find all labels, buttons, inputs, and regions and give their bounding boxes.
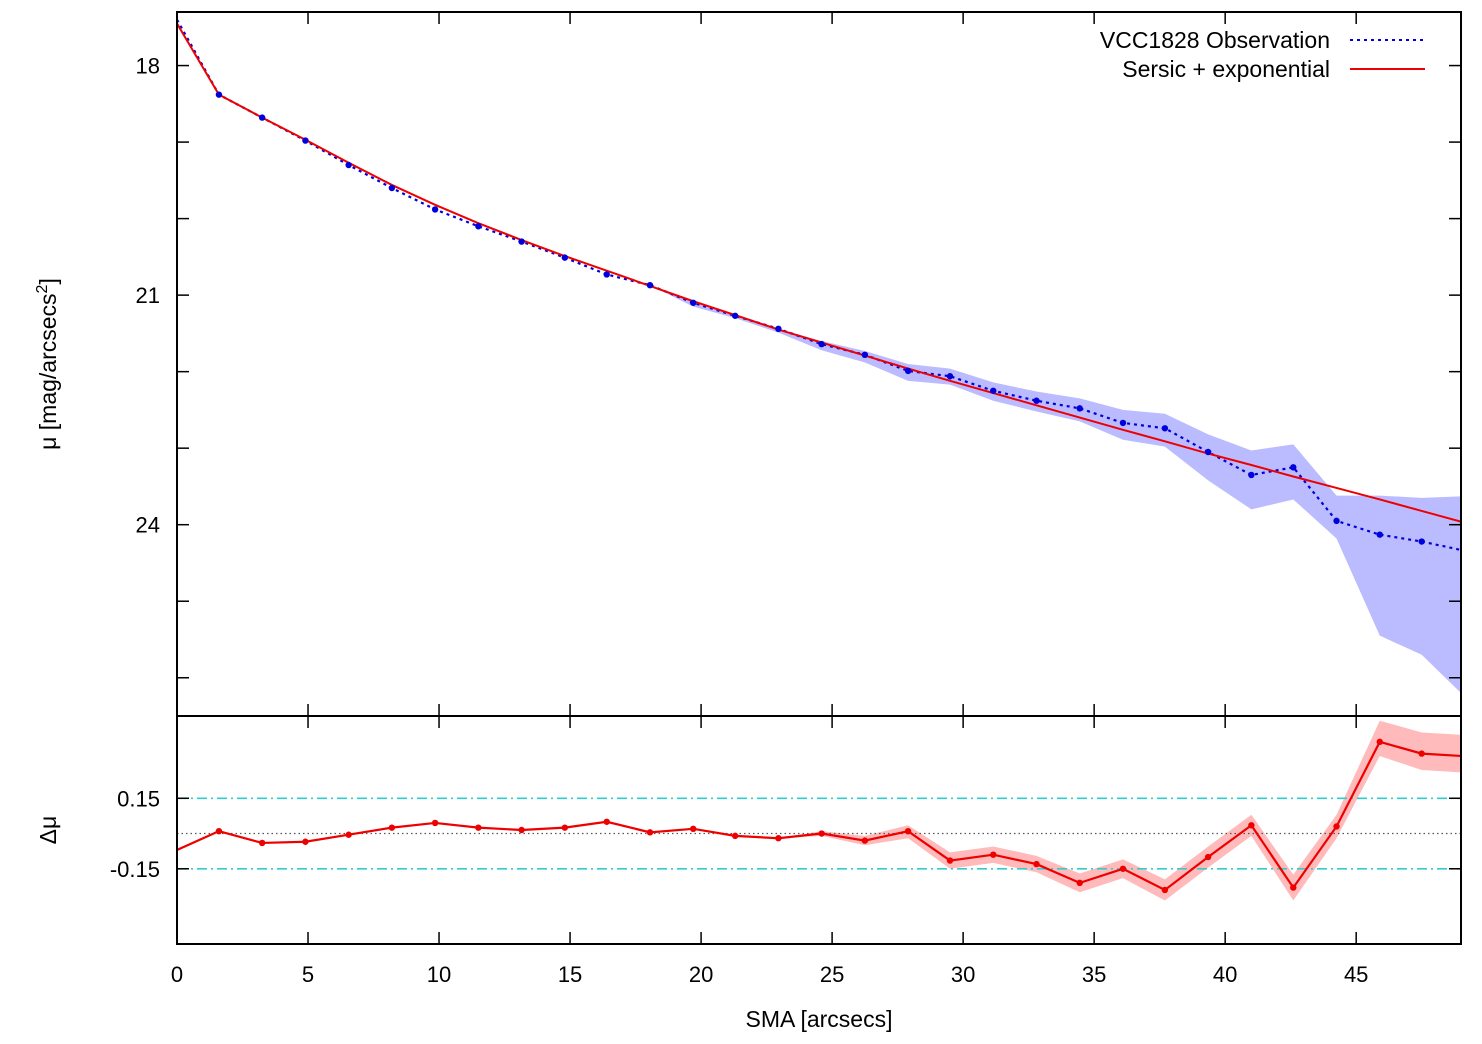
residual-point [1033, 860, 1040, 868]
residual-point [690, 825, 697, 833]
axis-tick-labels: 0 5 10 15 20 25 30 35 40 45 18 21 24 0.15 -0.15 [110, 54, 1369, 987]
observation-point [1076, 405, 1083, 412]
residual-point [861, 837, 869, 844]
x-tick-label: 45 [1344, 962, 1368, 987]
y-tick-label-profile: 21 [136, 283, 160, 308]
observation-point [775, 325, 782, 332]
x-axis-title: SMA [arcsecs] [746, 1006, 893, 1032]
observation-point [904, 367, 912, 375]
residual-point [1333, 823, 1340, 830]
observation-point [1161, 425, 1169, 432]
residual-point [775, 835, 782, 842]
observation-point [1418, 538, 1425, 545]
x-tick-label: 15 [558, 962, 582, 987]
x-tick-label: 0 [171, 962, 183, 987]
y-tick-label-residual: 0.15 [117, 786, 160, 811]
residual-point [731, 832, 739, 840]
residual-point [1418, 750, 1425, 757]
observation-point [258, 114, 266, 121]
residual-point [1290, 884, 1297, 891]
residual-point [388, 824, 396, 831]
residual-point [345, 831, 352, 838]
observation-point [561, 254, 569, 261]
residual-point [431, 819, 439, 827]
residual-point [1119, 865, 1127, 872]
observation-point [1248, 471, 1255, 479]
residual-reference-lines [177, 797, 1461, 870]
observation-point [1333, 517, 1340, 525]
y-tick-label-residual: -0.15 [110, 857, 160, 882]
x-tick-label: 20 [689, 962, 713, 987]
observation-point [731, 312, 739, 319]
residual-point [258, 839, 266, 847]
observation-point [646, 281, 654, 289]
observation-point [603, 271, 610, 278]
residual-point [946, 857, 954, 864]
residual-point [1248, 822, 1255, 829]
legend: VCC1828 Observation Sersic + exponential [1100, 27, 1425, 82]
observation-point [1119, 419, 1127, 427]
x-tick-label: 5 [302, 962, 314, 987]
residual-point [475, 824, 482, 831]
y-axis-title-profile: μ [mag/arcsecs2] [34, 278, 61, 450]
observation-point [946, 373, 954, 380]
observation-point [1290, 464, 1297, 471]
observation-point [1033, 397, 1040, 404]
observation-point [431, 206, 439, 213]
y-tick-label-profile: 18 [136, 54, 160, 79]
residual-panel [177, 720, 1461, 901]
residual-point [561, 824, 569, 831]
observation-point [388, 184, 396, 192]
observation-point [518, 238, 525, 245]
residual-point [1376, 738, 1383, 746]
observation-point [1204, 448, 1212, 456]
residual-point [302, 838, 309, 845]
legend-label-observation: VCC1828 Observation [1100, 27, 1330, 53]
residual-series-points [215, 738, 1425, 894]
residual-point [990, 851, 997, 858]
residual-point [904, 827, 912, 835]
observation-point [475, 223, 482, 230]
observation-point [345, 161, 352, 169]
residual-point [1161, 886, 1169, 894]
legend-label-model: Sersic + exponential [1122, 56, 1330, 82]
y-tick-label-profile: 24 [136, 513, 160, 538]
observation-point [690, 299, 697, 306]
residual-panel-frame [176, 715, 1462, 945]
observation-point [215, 91, 223, 98]
x-tick-label: 30 [951, 962, 975, 987]
residual-point [1204, 853, 1212, 861]
x-tick-label: 25 [820, 962, 844, 987]
observation-point [861, 351, 869, 359]
x-tick-label: 40 [1213, 962, 1237, 987]
residual-point [1076, 879, 1083, 887]
x-tick-label: 35 [1082, 962, 1106, 987]
residual-point [215, 827, 223, 835]
residual-point [603, 818, 610, 825]
observation-point [990, 387, 997, 394]
residual-point [646, 829, 654, 836]
profile-panel [177, 19, 1461, 694]
profile-series-points [215, 91, 1425, 545]
residual-point [818, 830, 825, 837]
x-tick-label: 10 [427, 962, 451, 987]
observation-point [302, 137, 309, 144]
y-axis-title-residual: Δμ [35, 816, 61, 845]
residual-point [518, 826, 525, 834]
observation-point [818, 340, 825, 348]
observation-point [1376, 531, 1383, 538]
